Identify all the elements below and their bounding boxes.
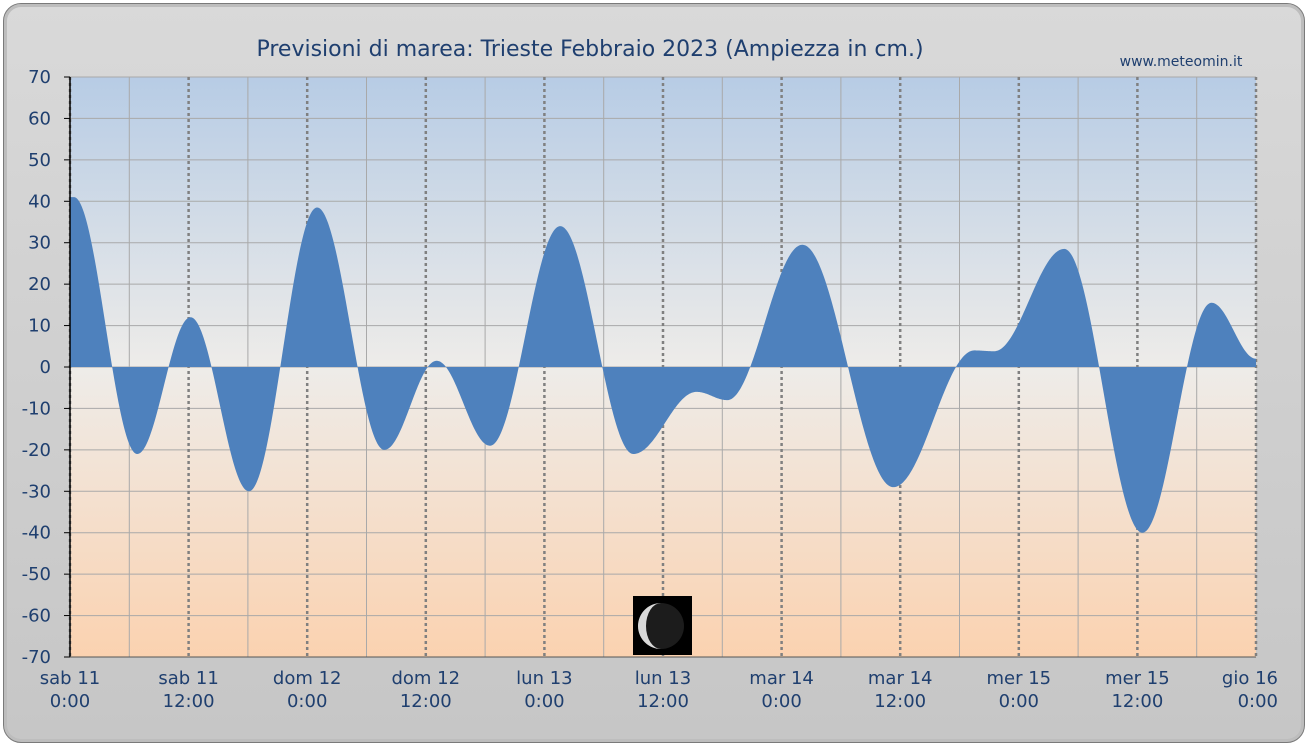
- x-tick-day-label: mar 14: [868, 668, 933, 689]
- source-label: www.meteomin.it: [1120, 54, 1243, 70]
- y-tick-label: -50: [22, 564, 51, 585]
- x-tick-time-label: 0:00: [287, 691, 327, 712]
- y-axis-ticks: -70 -60 -50 -40 -30 -20 -10 0 10 20 30 40 50 60 70: [22, 67, 70, 668]
- x-tick-time-label: 12:00: [1111, 691, 1163, 712]
- x-tick-time-label: 12:00: [400, 691, 452, 712]
- x-tick-time-label: 0:00: [1238, 691, 1278, 712]
- y-tick-label: -60: [22, 606, 51, 627]
- y-tick-label: 10: [28, 316, 51, 337]
- x-tick-time-label: 12:00: [163, 691, 215, 712]
- moon-dark-disc: [638, 603, 684, 649]
- x-tick-time-label: 0:00: [50, 691, 90, 712]
- x-tick-time-label: 0:00: [761, 691, 801, 712]
- tide-area-layer: [70, 197, 1256, 533]
- y-tick-label: 30: [28, 233, 51, 254]
- x-tick-day-label: mer 15: [986, 668, 1051, 689]
- x-tick-time-label: 0:00: [999, 691, 1039, 712]
- y-tick-label: -10: [22, 398, 51, 419]
- y-tick-label: 70: [28, 67, 51, 88]
- y-tick-label: -70: [22, 647, 51, 668]
- x-tick-day-label: mer 15: [1105, 668, 1170, 689]
- x-tick-day-label: sab 11: [40, 668, 100, 689]
- y-tick-label: 40: [28, 191, 51, 212]
- y-tick-label: -30: [22, 481, 51, 502]
- tide-area: [70, 197, 1256, 533]
- x-tick-day-label: lun 13: [635, 668, 691, 689]
- y-tick-label: 0: [40, 357, 51, 378]
- y-tick-label: 50: [28, 150, 51, 171]
- x-tick-day-label: gio 16: [1222, 668, 1278, 689]
- chart-title: Previsioni di marea: Trieste Febbraio 20…: [256, 37, 923, 62]
- x-tick-day-label: mar 14: [749, 668, 814, 689]
- waning-crescent-moon-icon: [638, 603, 661, 649]
- x-tick-time-label: 0:00: [524, 691, 564, 712]
- x-tick-day-label: sab 11: [158, 668, 218, 689]
- x-tick-time-label: 12:00: [874, 691, 926, 712]
- y-tick-label: 20: [28, 274, 51, 295]
- y-tick-label: -20: [22, 440, 51, 461]
- x-tick-time-label: 12:00: [637, 691, 689, 712]
- x-tick-day-label: lun 13: [516, 668, 572, 689]
- moon-phase-marker: [633, 596, 692, 655]
- x-tick-day-label: dom 12: [273, 668, 342, 689]
- y-tick-label: 60: [28, 108, 51, 129]
- x-tick-day-label: dom 12: [391, 668, 460, 689]
- y-tick-label: -40: [22, 523, 51, 544]
